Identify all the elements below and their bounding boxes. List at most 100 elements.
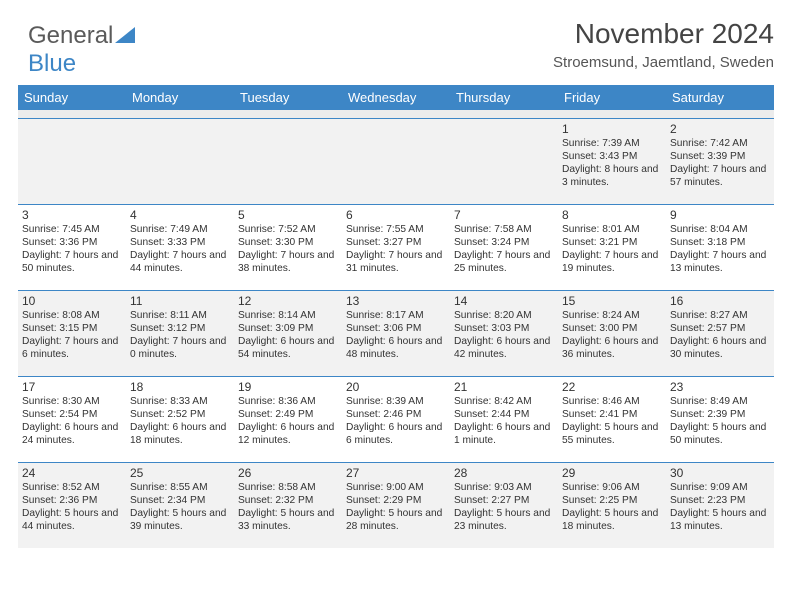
day-details: Sunrise: 8:46 AMSunset: 2:41 PMDaylight:… [562,395,662,447]
calendar-cell: 2Sunrise: 7:42 AMSunset: 3:39 PMDaylight… [666,118,774,204]
calendar-cell: 19Sunrise: 8:36 AMSunset: 2:49 PMDayligh… [234,376,342,462]
day-details: Sunrise: 7:55 AMSunset: 3:27 PMDaylight:… [346,223,446,275]
calendar-cell [342,118,450,204]
day-header: Thursday [450,85,558,110]
day-number: 24 [22,466,122,480]
day-number: 23 [670,380,770,394]
day-details: Sunrise: 7:45 AMSunset: 3:36 PMDaylight:… [22,223,122,275]
day-details: Sunrise: 8:04 AMSunset: 3:18 PMDaylight:… [670,223,770,275]
day-header: Monday [126,85,234,110]
day-details: Sunrise: 8:01 AMSunset: 3:21 PMDaylight:… [562,223,662,275]
day-number: 12 [238,294,338,308]
logo: General Blue [28,22,137,78]
day-number: 7 [454,208,554,222]
day-details: Sunrise: 8:42 AMSunset: 2:44 PMDaylight:… [454,395,554,447]
day-number: 18 [130,380,230,394]
calendar-cell: 16Sunrise: 8:27 AMSunset: 2:57 PMDayligh… [666,290,774,376]
day-number: 27 [346,466,446,480]
day-details: Sunrise: 9:06 AMSunset: 2:25 PMDaylight:… [562,481,662,533]
calendar-week: 17Sunrise: 8:30 AMSunset: 2:54 PMDayligh… [18,376,774,462]
day-number: 16 [670,294,770,308]
day-number: 28 [454,466,554,480]
day-details: Sunrise: 8:24 AMSunset: 3:00 PMDaylight:… [562,309,662,361]
day-header-row: Sunday Monday Tuesday Wednesday Thursday… [18,85,774,110]
logo-sail-icon [115,27,137,45]
calendar-cell: 12Sunrise: 8:14 AMSunset: 3:09 PMDayligh… [234,290,342,376]
day-number: 22 [562,380,662,394]
calendar-week: 24Sunrise: 8:52 AMSunset: 2:36 PMDayligh… [18,462,774,548]
day-details: Sunrise: 8:55 AMSunset: 2:34 PMDaylight:… [130,481,230,533]
calendar-cell: 14Sunrise: 8:20 AMSunset: 3:03 PMDayligh… [450,290,558,376]
day-details: Sunrise: 8:08 AMSunset: 3:15 PMDaylight:… [22,309,122,361]
day-details: Sunrise: 8:20 AMSunset: 3:03 PMDaylight:… [454,309,554,361]
day-number: 8 [562,208,662,222]
day-number: 5 [238,208,338,222]
day-number: 25 [130,466,230,480]
calendar-table: Sunday Monday Tuesday Wednesday Thursday… [18,85,774,548]
day-number: 13 [346,294,446,308]
calendar-cell: 5Sunrise: 7:52 AMSunset: 3:30 PMDaylight… [234,204,342,290]
day-number: 29 [562,466,662,480]
calendar-cell: 20Sunrise: 8:39 AMSunset: 2:46 PMDayligh… [342,376,450,462]
calendar-cell: 7Sunrise: 7:58 AMSunset: 3:24 PMDaylight… [450,204,558,290]
day-details: Sunrise: 7:58 AMSunset: 3:24 PMDaylight:… [454,223,554,275]
day-details: Sunrise: 8:49 AMSunset: 2:39 PMDaylight:… [670,395,770,447]
day-number: 3 [22,208,122,222]
day-number: 15 [562,294,662,308]
day-details: Sunrise: 8:52 AMSunset: 2:36 PMDaylight:… [22,481,122,533]
day-number: 10 [22,294,122,308]
day-number: 26 [238,466,338,480]
day-number: 2 [670,122,770,136]
day-header: Saturday [666,85,774,110]
logo-text-2: Blue [28,50,76,77]
day-details: Sunrise: 8:14 AMSunset: 3:09 PMDaylight:… [238,309,338,361]
calendar-cell: 24Sunrise: 8:52 AMSunset: 2:36 PMDayligh… [18,462,126,548]
calendar-cell: 15Sunrise: 8:24 AMSunset: 3:00 PMDayligh… [558,290,666,376]
calendar-cell: 13Sunrise: 8:17 AMSunset: 3:06 PMDayligh… [342,290,450,376]
day-details: Sunrise: 8:27 AMSunset: 2:57 PMDaylight:… [670,309,770,361]
day-details: Sunrise: 8:36 AMSunset: 2:49 PMDaylight:… [238,395,338,447]
calendar-cell: 10Sunrise: 8:08 AMSunset: 3:15 PMDayligh… [18,290,126,376]
day-details: Sunrise: 8:58 AMSunset: 2:32 PMDaylight:… [238,481,338,533]
day-details: Sunrise: 9:03 AMSunset: 2:27 PMDaylight:… [454,481,554,533]
day-header: Wednesday [342,85,450,110]
day-details: Sunrise: 7:52 AMSunset: 3:30 PMDaylight:… [238,223,338,275]
calendar-cell: 6Sunrise: 7:55 AMSunset: 3:27 PMDaylight… [342,204,450,290]
day-details: Sunrise: 8:11 AMSunset: 3:12 PMDaylight:… [130,309,230,361]
calendar-cell: 22Sunrise: 8:46 AMSunset: 2:41 PMDayligh… [558,376,666,462]
day-number: 17 [22,380,122,394]
day-details: Sunrise: 9:00 AMSunset: 2:29 PMDaylight:… [346,481,446,533]
calendar-cell: 18Sunrise: 8:33 AMSunset: 2:52 PMDayligh… [126,376,234,462]
calendar-cell [234,118,342,204]
day-header: Friday [558,85,666,110]
day-number: 6 [346,208,446,222]
day-details: Sunrise: 7:42 AMSunset: 3:39 PMDaylight:… [670,137,770,189]
calendar-cell: 23Sunrise: 8:49 AMSunset: 2:39 PMDayligh… [666,376,774,462]
day-number: 14 [454,294,554,308]
day-number: 1 [562,122,662,136]
day-number: 11 [130,294,230,308]
calendar-cell: 30Sunrise: 9:09 AMSunset: 2:23 PMDayligh… [666,462,774,548]
day-details: Sunrise: 8:33 AMSunset: 2:52 PMDaylight:… [130,395,230,447]
calendar-cell [18,118,126,204]
calendar-cell [126,118,234,204]
calendar-cell: 3Sunrise: 7:45 AMSunset: 3:36 PMDaylight… [18,204,126,290]
day-number: 4 [130,208,230,222]
calendar-cell: 26Sunrise: 8:58 AMSunset: 2:32 PMDayligh… [234,462,342,548]
day-header: Sunday [18,85,126,110]
calendar-cell: 25Sunrise: 8:55 AMSunset: 2:34 PMDayligh… [126,462,234,548]
calendar-week: 10Sunrise: 8:08 AMSunset: 3:15 PMDayligh… [18,290,774,376]
day-header: Tuesday [234,85,342,110]
day-number: 21 [454,380,554,394]
day-details: Sunrise: 7:49 AMSunset: 3:33 PMDaylight:… [130,223,230,275]
calendar-cell: 21Sunrise: 8:42 AMSunset: 2:44 PMDayligh… [450,376,558,462]
day-details: Sunrise: 9:09 AMSunset: 2:23 PMDaylight:… [670,481,770,533]
calendar-body: 1Sunrise: 7:39 AMSunset: 3:43 PMDaylight… [18,110,774,548]
day-number: 30 [670,466,770,480]
calendar-cell: 1Sunrise: 7:39 AMSunset: 3:43 PMDaylight… [558,118,666,204]
calendar-cell [450,118,558,204]
calendar-week: 1Sunrise: 7:39 AMSunset: 3:43 PMDaylight… [18,118,774,204]
blank-row [18,110,774,118]
day-number: 9 [670,208,770,222]
day-number: 19 [238,380,338,394]
